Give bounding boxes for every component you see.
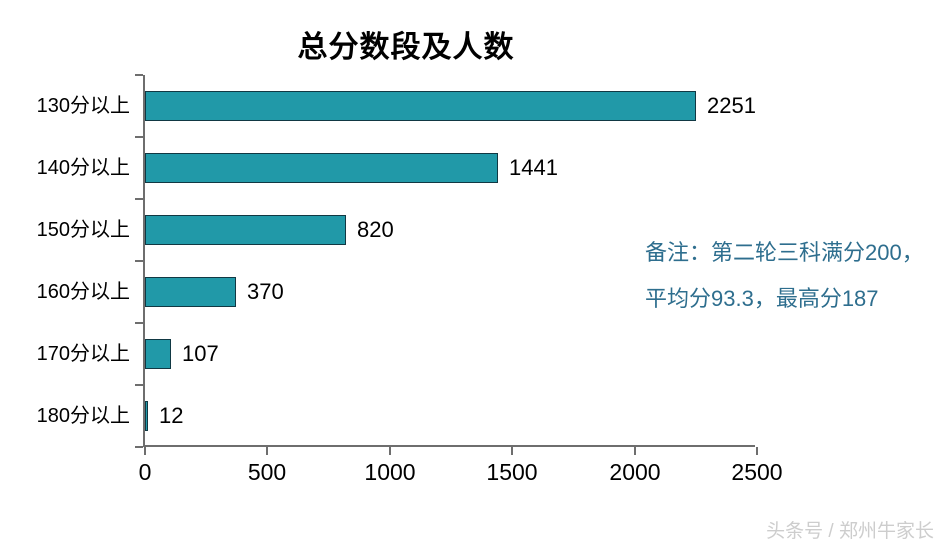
value-label-150分以上: 820	[357, 217, 394, 242]
bar-150分以上[interactable]	[145, 215, 346, 245]
y-axis-tick	[135, 136, 143, 138]
y-axis-tick	[135, 384, 143, 386]
category-label-160分以上: 160分以上	[36, 281, 130, 303]
bar-160分以上[interactable]	[145, 277, 236, 307]
x-axis-label-1000: 1000	[364, 459, 416, 485]
x-axis-tick	[511, 447, 513, 455]
x-axis-tick	[389, 447, 391, 455]
note-line-2: 平均分93.3，最高分187	[645, 286, 879, 311]
x-axis-tick	[266, 447, 268, 455]
x-axis-label-2000: 2000	[609, 459, 661, 485]
y-axis-tick	[135, 446, 143, 448]
x-axis-label-0: 0	[138, 459, 152, 485]
bar-180分以上[interactable]	[145, 401, 148, 431]
value-label-180分以上: 12	[159, 403, 184, 428]
y-axis-tick	[135, 260, 143, 262]
note-line-1: 备注：第二轮三科满分200，	[645, 240, 924, 265]
value-label-160分以上: 370	[247, 279, 284, 304]
value-label-170分以上: 107	[182, 341, 219, 366]
bar-170分以上[interactable]	[145, 339, 171, 369]
y-axis-tick	[135, 198, 143, 200]
x-axis-tick	[756, 447, 758, 455]
plot-area: 2251 130分以上 1441 140分以上 820 150分以上 370 160分以上 10…	[37, 74, 783, 485]
x-axis-label-1500: 1500	[486, 459, 538, 485]
x-axis-label-500: 500	[247, 459, 287, 485]
value-label-130分以上: 2251	[707, 93, 756, 118]
watermark: 头条号 / 郑州牛家长	[766, 521, 934, 542]
x-axis-label-2500: 2500	[731, 459, 783, 485]
chart-title: 总分数段及人数	[297, 31, 515, 64]
note-annotation: 备注：第二轮三科满分200， 平均分93.3，最高分187	[645, 230, 924, 322]
bar-140分以上[interactable]	[145, 153, 498, 183]
bar-130分以上[interactable]	[145, 91, 696, 121]
x-axis-tick	[634, 447, 636, 455]
category-label-140分以上: 140分以上	[36, 157, 130, 179]
x-axis-tick	[144, 447, 146, 455]
category-label-130分以上: 130分以上	[36, 95, 130, 117]
category-label-150分以上: 150分以上	[36, 219, 130, 241]
category-label-180分以上: 180分以上	[36, 405, 130, 427]
category-label-170分以上: 170分以上	[36, 343, 130, 365]
y-axis-tick	[135, 74, 143, 76]
value-label-140分以上: 1441	[509, 155, 558, 180]
y-axis-tick	[135, 322, 143, 324]
